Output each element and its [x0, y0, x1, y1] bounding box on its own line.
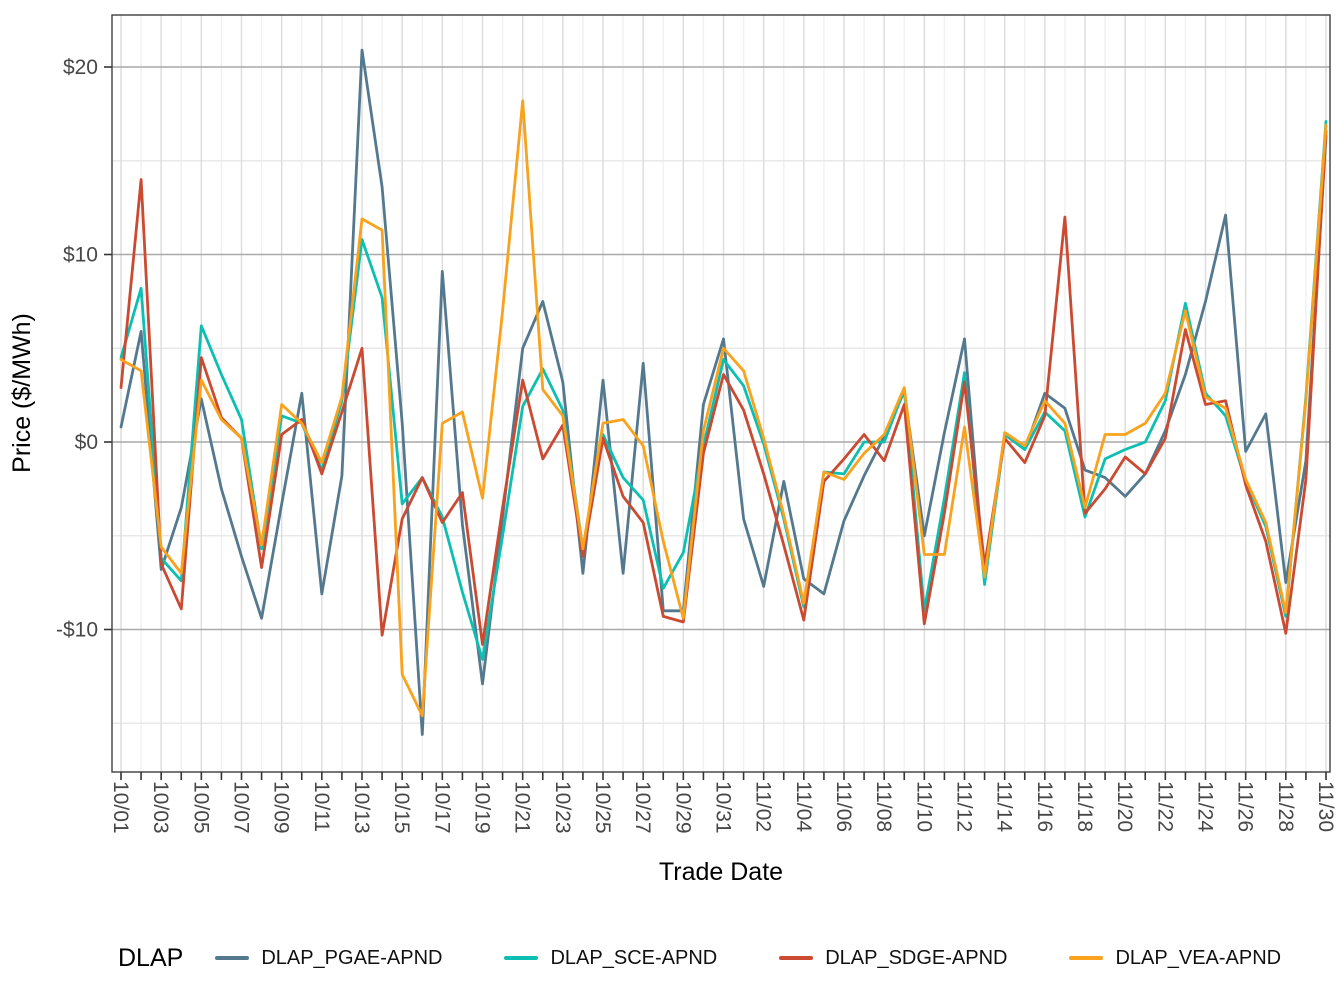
x-axis-label: 10/07 — [230, 781, 253, 834]
tick-layer — [104, 66, 1327, 780]
x-axis-label: 10/29 — [671, 781, 694, 834]
x-axis-label: 11/06 — [832, 781, 855, 832]
legend-item-pgae: DLAP_PGAE-APND — [215, 947, 442, 970]
axis-label-layer: $20 $10 $0 -$10 10/01 10/03 10/05 10/07 10/09 10/… — [56, 56, 1337, 834]
legend-key-line-icon — [1069, 956, 1104, 960]
x-axis-title: Trade Date — [659, 858, 783, 886]
legend-label: DLAP_SDGE-APND — [825, 946, 1008, 969]
x-axis-label: 11/20 — [1113, 781, 1136, 832]
legend-item-vea: DLAP_VEA-APND — [1069, 947, 1281, 970]
x-axis-label: 11/16 — [1033, 781, 1056, 832]
x-axis-label: 11/26 — [1234, 781, 1257, 832]
x-axis-label: 11/10 — [912, 781, 935, 832]
x-axis-label: 11/14 — [993, 781, 1016, 832]
x-axis-label: 10/15 — [390, 781, 413, 834]
x-axis-label: 11/28 — [1274, 781, 1297, 832]
x-axis-label: 11/12 — [953, 781, 976, 832]
x-axis-label: 11/04 — [792, 781, 815, 832]
legend-label: DLAP_VEA-APND — [1115, 946, 1282, 969]
x-axis-label: 11/02 — [752, 781, 775, 832]
x-axis-label: 10/01 — [109, 781, 132, 834]
legend-label: DLAP_PGAE-APND — [261, 946, 443, 969]
y-axis-label: $20 — [63, 56, 98, 79]
x-axis-label: 10/03 — [149, 781, 172, 834]
y-axis-label: -$10 — [56, 619, 98, 642]
panel-border — [111, 14, 1331, 773]
x-axis-label: 10/13 — [350, 781, 373, 834]
x-axis-label: 10/23 — [551, 781, 574, 834]
y-axis-label: $10 — [63, 244, 98, 267]
x-axis-label: 11/24 — [1194, 781, 1217, 832]
legend-label: DLAP_SCE-APND — [550, 946, 718, 969]
y-axis-title: Price ($/MWh) — [8, 313, 36, 473]
x-axis-label: 10/11 — [310, 781, 333, 832]
legend-key-line-icon — [504, 956, 539, 960]
x-axis-label: 10/19 — [471, 781, 494, 834]
price-line-chart: $20 $10 $0 -$10 10/01 10/03 10/05 10/07 10/09 10/… — [8, 14, 1337, 886]
legend-item-sce: DLAP_SCE-APND — [504, 947, 717, 970]
x-axis-label: 10/21 — [511, 781, 534, 834]
chart-legend: DLAP DLAP_PGAE-APND DLAP_SCE-APND DLAP_S… — [118, 928, 1340, 988]
x-axis-label: 11/18 — [1073, 781, 1096, 832]
x-axis-label: 10/17 — [430, 781, 453, 834]
y-axis-label: $0 — [75, 431, 98, 454]
x-axis-label: 10/25 — [591, 781, 614, 834]
x-axis-label: 11/22 — [1153, 781, 1176, 832]
series-layer — [119, 48, 1328, 736]
x-axis-label: 10/27 — [631, 781, 654, 834]
series-line-DLAP_PGAE-APND — [119, 48, 1328, 736]
legend-key-line-icon — [215, 956, 250, 960]
x-axis-label: 10/05 — [189, 781, 212, 834]
x-axis-label: 11/08 — [872, 781, 895, 832]
series-line-DLAP_SDGE-APND — [119, 129, 1328, 646]
legend-title: DLAP — [118, 943, 184, 972]
grid-layer — [112, 15, 1330, 772]
series-line-DLAP_VEA-APND — [119, 99, 1328, 718]
x-axis-label: 10/09 — [270, 781, 293, 834]
x-axis-label: 11/30 — [1314, 781, 1337, 832]
legend-key-line-icon — [779, 956, 814, 960]
legend-item-sdge: DLAP_SDGE-APND — [779, 947, 1007, 970]
x-axis-label: 10/31 — [712, 781, 735, 834]
